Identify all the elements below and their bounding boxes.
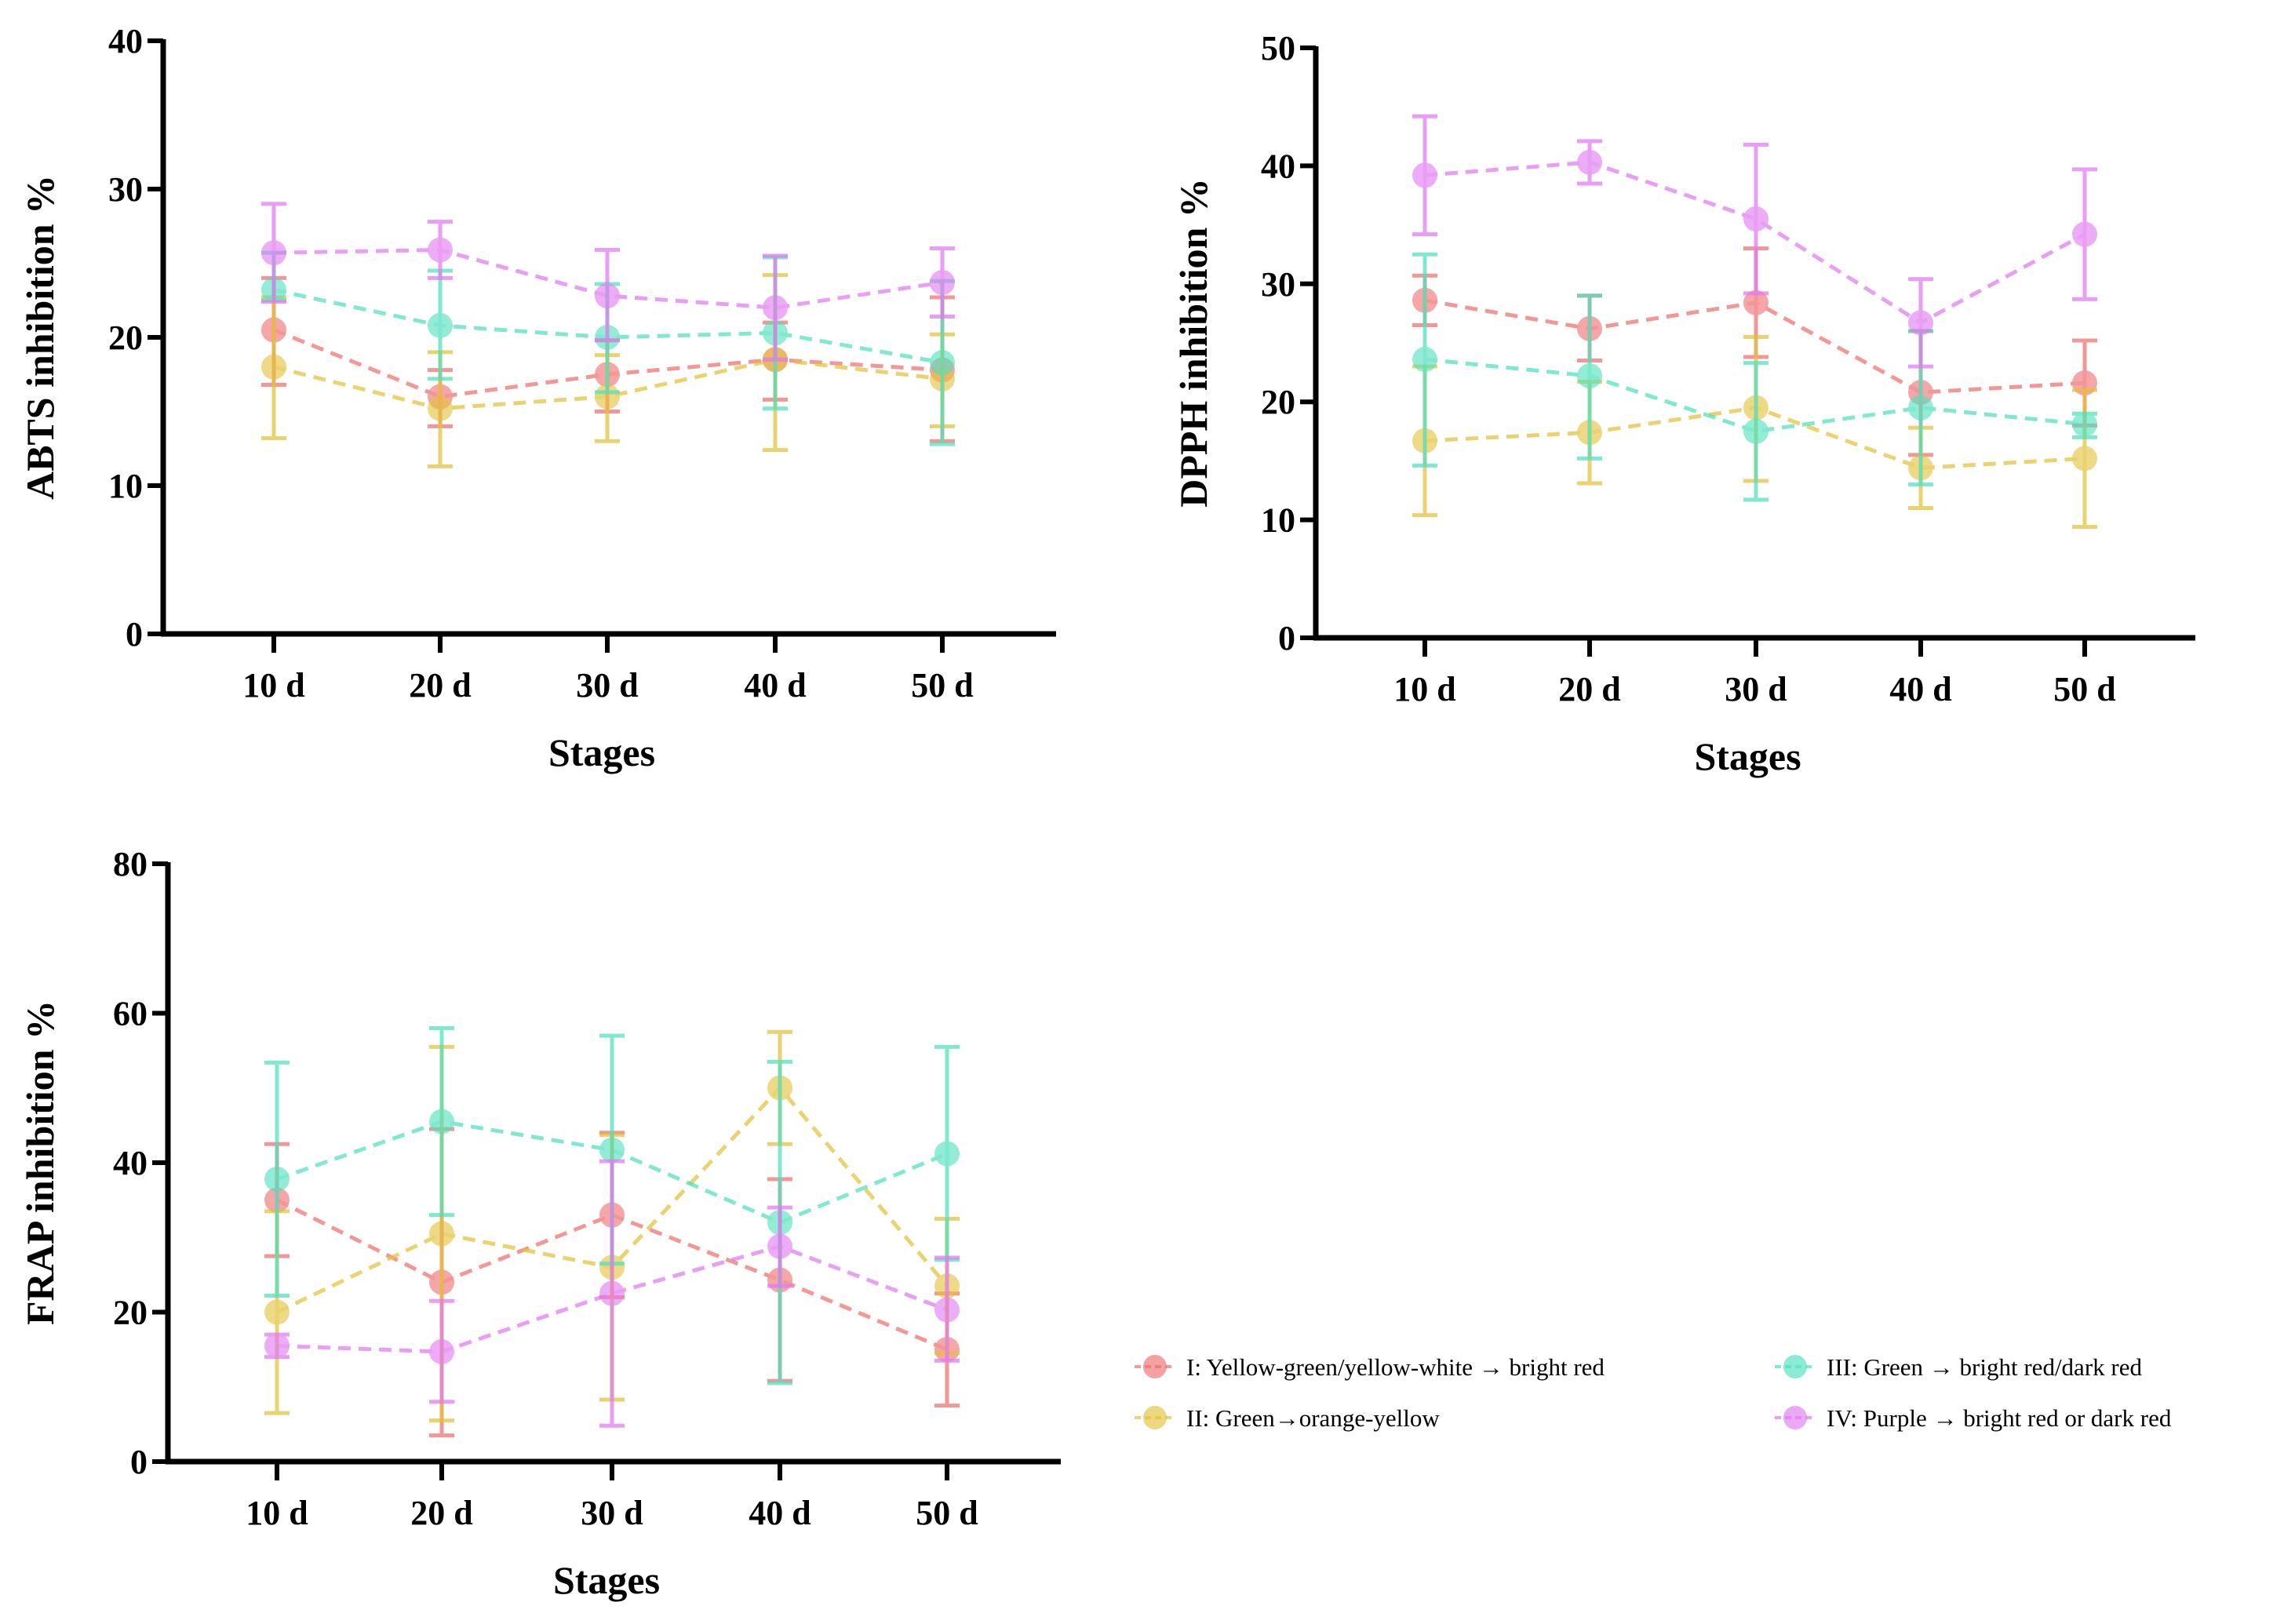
data-point <box>934 1141 960 1167</box>
x-tick-label: 40 d <box>749 1494 811 1532</box>
y-tick-label: 20 <box>113 1294 148 1332</box>
series-line <box>273 247 943 310</box>
x-tick-label: 30 d <box>576 666 638 705</box>
y-axis-title: DPPH inhibition % <box>1171 178 1215 508</box>
legend-marker <box>1783 1355 1807 1378</box>
y-tick-label: 30 <box>108 170 143 209</box>
series-IV <box>264 1159 960 1428</box>
x-tick-label: 30 d <box>1725 670 1787 708</box>
x-axis-title: Stages <box>553 1558 660 1602</box>
x-tick-label: 40 d <box>744 666 806 705</box>
data-point <box>429 1338 454 1364</box>
y-tick-label: 20 <box>1261 383 1295 421</box>
data-point <box>1577 363 1602 389</box>
data-point <box>429 1109 454 1134</box>
y-tick-label: 60 <box>113 995 148 1033</box>
data-point <box>264 1166 290 1192</box>
y-tick-label: 20 <box>108 319 143 357</box>
legend-marker <box>1783 1406 1807 1429</box>
data-point <box>264 1299 290 1325</box>
legend-item-I: I: Yellow-green/yellow-white → bright re… <box>1135 1353 1605 1381</box>
data-point <box>599 1280 625 1306</box>
y-axis-title: FRAP inhibition % <box>18 1000 62 1325</box>
data-point <box>261 240 286 266</box>
data-point <box>1412 162 1437 188</box>
series-IV <box>1412 114 2097 369</box>
y-axis-title: ABTS inhibition % <box>18 175 62 500</box>
x-tick-label: 20 d <box>1558 670 1620 708</box>
y-tick-label: 10 <box>1261 501 1295 540</box>
data-point <box>1908 395 1933 421</box>
y-tick-label: 80 <box>113 845 148 883</box>
y-tick-label: 10 <box>108 467 143 505</box>
dpph-chart: 0 10 20 30 40 50 10 d 20 d 30 d 40 d 50 d Stages DPP… <box>1171 29 2195 778</box>
legend-marker <box>1143 1355 1167 1378</box>
data-point <box>428 237 453 263</box>
series-line <box>276 1244 948 1354</box>
y-tick-label: 30 <box>1261 265 1295 304</box>
x-tick-label: 30 d <box>581 1494 643 1532</box>
data-point <box>599 1137 625 1163</box>
y-tick-label: 0 <box>126 615 143 654</box>
data-point <box>429 1221 454 1247</box>
series-line <box>273 357 943 411</box>
x-axis-title: Stages <box>548 730 655 774</box>
data-point <box>428 312 453 338</box>
legend-item-III: III: Green → bright red/dark red <box>1775 1353 2142 1381</box>
data-point <box>595 283 620 309</box>
legend-marker <box>1143 1406 1167 1429</box>
series-line <box>1424 160 2086 326</box>
data-point <box>1908 310 1933 336</box>
legend-label: I: Yellow-green/yellow-white → bright re… <box>1186 1353 1605 1381</box>
x-tick-label: 50 d <box>911 666 973 705</box>
x-tick-label: 40 d <box>1889 670 1951 708</box>
y-tick-label: 40 <box>1261 147 1295 185</box>
data-point <box>930 270 955 296</box>
data-point <box>264 1333 290 1359</box>
series-line <box>1424 357 2085 434</box>
data-point <box>428 395 453 421</box>
legend: I: Yellow-green/yellow-white → bright re… <box>1135 1353 2172 1432</box>
x-tick-label: 20 d <box>410 1494 472 1532</box>
y-tick-label: 0 <box>130 1443 148 1481</box>
y-tick-label: 40 <box>113 1144 148 1182</box>
x-tick-label: 10 d <box>1393 670 1455 708</box>
data-point <box>763 295 788 321</box>
data-point <box>2072 446 2097 472</box>
data-point <box>2072 411 2097 437</box>
legend-label: II: Green→orange-yellow <box>1186 1404 1440 1432</box>
legend-item-II: II: Green→orange-yellow <box>1135 1404 1440 1432</box>
y-tick-label: 40 <box>108 22 143 60</box>
data-point <box>1743 289 1769 315</box>
x-tick-label: 50 d <box>916 1494 978 1532</box>
data-point <box>261 354 286 380</box>
series-IV <box>261 202 955 362</box>
data-point <box>934 1297 960 1323</box>
frap-chart: 0 20 40 60 80 10 d 20 d 30 d 40 d 50 d Stages FRAP … <box>18 845 1061 1602</box>
data-point <box>930 350 955 376</box>
x-axis-title: Stages <box>1694 734 1801 778</box>
abts-chart: 0 10 20 30 40 10 d 20 d 30 d 40 d 50 d Stages ABTS … <box>18 22 1056 774</box>
data-point <box>1577 149 1602 175</box>
legend-item-IV: IV: Purple → bright red or dark red <box>1775 1404 2172 1432</box>
data-point <box>2072 221 2097 247</box>
y-tick-label: 0 <box>1278 619 1295 657</box>
legend-label: IV: Purple → bright red or dark red <box>1827 1404 2172 1432</box>
x-tick-label: 10 d <box>246 1494 308 1532</box>
x-tick-label: 20 d <box>409 666 471 705</box>
x-tick-label: 10 d <box>242 666 304 705</box>
x-tick-label: 50 d <box>2053 670 2115 708</box>
data-point <box>767 1233 792 1259</box>
data-point <box>1743 206 1769 232</box>
legend-label: III: Green → bright red/dark red <box>1827 1353 2142 1381</box>
data-point <box>1743 418 1769 444</box>
y-tick-label: 50 <box>1261 29 1295 67</box>
data-point <box>1412 347 1437 373</box>
